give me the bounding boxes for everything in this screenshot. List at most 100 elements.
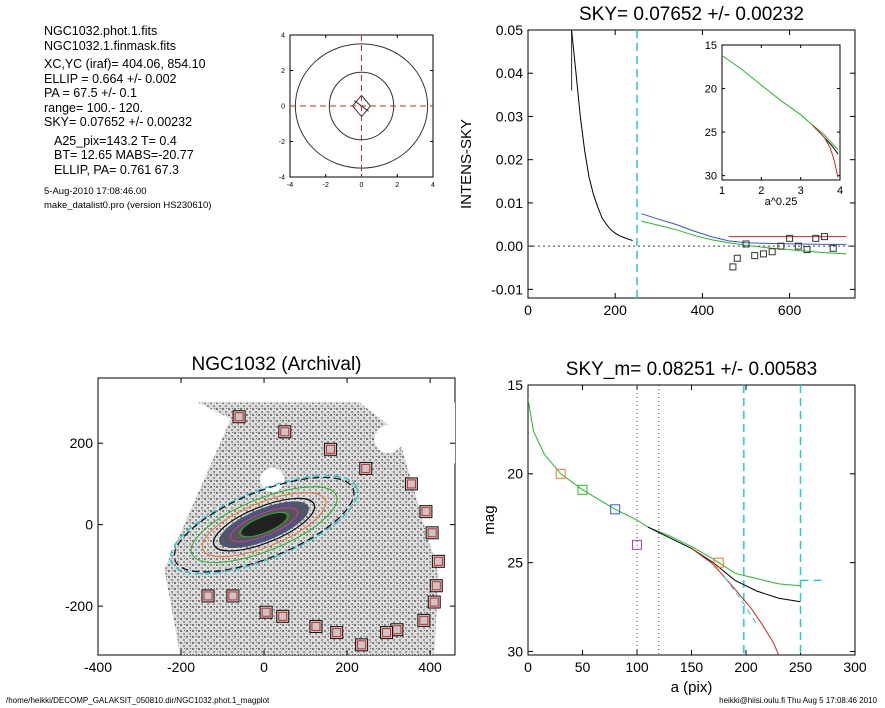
sky-series-green: [641, 220, 847, 255]
info-catalog-params: A25_pix=143.2 T= 0.4 BT= 12.65 MABS=-20.…: [44, 134, 211, 178]
sky-box-inner: [361, 463, 371, 473]
sky-plot-title: SKY= 0.07652 +/- 0.00232: [579, 4, 804, 25]
masked-region: [359, 402, 455, 464]
isophote-ellipse: [201, 492, 327, 558]
mag-series-black: [647, 526, 801, 603]
info-line: XC,YC (iraf)= 404.06, 854.10: [44, 57, 206, 71]
mag-point: [610, 504, 621, 515]
isophote-ellipse: [239, 511, 289, 538]
isophote-ellipse: [212, 497, 316, 552]
y-tick-label: 2: [281, 68, 285, 75]
x-tick-label: 200: [335, 659, 359, 675]
galaxy: [169, 474, 359, 575]
x-tick-label: 200: [604, 302, 628, 318]
sky-box-inner: [332, 628, 342, 638]
y-tick-label: 0: [85, 517, 93, 533]
sky-point: [768, 248, 776, 256]
sky-box-inner: [429, 597, 439, 607]
y-tick-label: 0: [281, 103, 285, 110]
x-tick-label: 250: [789, 659, 813, 675]
y-tick-label: 0.02: [496, 152, 523, 168]
sky-point: [820, 233, 828, 241]
mag-content: [528, 385, 825, 655]
isophote-ellipse: [190, 486, 338, 564]
sky-box: [232, 410, 246, 424]
sky-series-black: [571, 29, 633, 241]
y-tick-label: 15: [705, 40, 717, 52]
mag-point: [713, 557, 724, 568]
info-files: NGC1032.phot.1.fits NGC1032.1.finmask.fi…: [44, 24, 211, 53]
y-tick-label: 20: [507, 466, 523, 482]
info-line: NGC1032.phot.1.fits: [44, 24, 158, 38]
sky-box: [276, 609, 290, 623]
footer-path: /home/heikki/DECOMP_GALAKSIT_050810.dir/…: [6, 696, 270, 705]
inset-plot-frame: [721, 44, 841, 181]
mag-plot-title: SKY_m= 0.08251 +/- 0.00583: [566, 359, 817, 380]
x-tick-label: 150: [680, 659, 704, 675]
sky-box: [359, 461, 373, 475]
sky-box-inner: [406, 479, 416, 489]
mag-point: [632, 539, 642, 550]
sky-point: [786, 234, 794, 242]
sky-point: [742, 240, 750, 248]
sky-box: [323, 442, 337, 456]
mag-plot-frame: [527, 384, 856, 656]
sky-point: [751, 252, 759, 260]
info-line: BT= 12.65 MABS=-20.77: [54, 148, 194, 162]
info-fit-params: XC,YC (iraf)= 404.06, 854.10 ELLIP = 0.6…: [44, 57, 211, 130]
image-content: [164, 402, 455, 655]
isophote-ellipse: [169, 474, 359, 575]
mag-plot-xlabel: a (pix): [671, 679, 713, 696]
x-tick-label: -4: [287, 182, 293, 189]
mag-point: [555, 468, 566, 479]
x-tick-label: 50: [575, 659, 591, 675]
sky-box-inner: [427, 528, 437, 538]
x-tick-label: 4: [431, 182, 435, 189]
sky-box: [309, 619, 323, 633]
y-tick-label: 20: [705, 83, 717, 95]
sky-box: [201, 589, 215, 603]
masked-star: [374, 425, 403, 454]
y-tick-label: 0.03: [496, 108, 523, 124]
x-tick-label: 0: [524, 302, 532, 318]
inset-plot: 1 2 3 4 15 20 25 30 a^0.25: [705, 40, 843, 208]
y-tick-label: 0.01: [496, 195, 523, 211]
sky-box-inner: [357, 640, 367, 650]
x-tick-label: 600: [778, 302, 802, 318]
mag-plot-ylabel: mag: [481, 505, 498, 534]
x-tick-label: 2: [758, 185, 764, 197]
info-run: 5-Aug-2010 17:08:46.00 make_datalist0.pr…: [44, 185, 211, 213]
sky-box: [425, 526, 439, 540]
sky-box: [278, 425, 292, 439]
sky-box: [419, 505, 433, 519]
sky-box-inner: [419, 615, 429, 625]
x-tick-label: 400: [418, 659, 442, 675]
x-tick-label: 4: [837, 185, 843, 197]
isophote-ellipse: [173, 476, 355, 573]
sky-box: [330, 626, 344, 640]
inset-background: [722, 45, 840, 180]
sky-box: [404, 477, 418, 491]
sky-series-blue: [641, 213, 847, 245]
y-tick-label: 25: [705, 127, 717, 139]
info-panel: NGC1032.phot.1.fits NGC1032.1.finmask.fi…: [44, 24, 211, 213]
sky-plot-frame: [527, 29, 856, 299]
sky-point: [777, 242, 785, 250]
contour-plot: -4 -2 0 2 4 -4 -2 0 2 4: [279, 32, 435, 189]
y-tick-label: 4: [281, 32, 285, 39]
sky-box-inner: [433, 556, 443, 566]
sky-box-inner: [280, 427, 290, 437]
sky-box: [355, 638, 369, 652]
inset-xlabel: a^0.25: [765, 196, 798, 208]
y-tick-label: -2: [279, 139, 285, 146]
image-plot-title: NGC1032 (Archival): [192, 354, 362, 375]
y-tick-label: 30: [705, 170, 717, 182]
sky-box-inner: [261, 607, 271, 617]
y-tick-label: 200: [70, 435, 94, 451]
info-line: ELLIP, PA= 0.761 67.3: [54, 162, 179, 177]
x-tick-label: 200: [734, 659, 758, 675]
sky-point: [812, 234, 820, 242]
sky-box-inner: [382, 628, 392, 638]
isophote-ellipse: [222, 503, 306, 547]
mag-series-cyan: [723, 576, 758, 626]
